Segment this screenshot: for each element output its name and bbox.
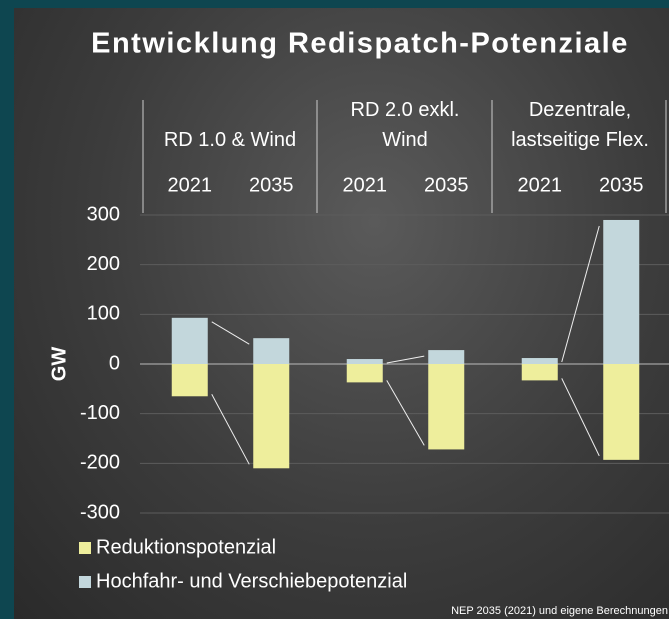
x-tick-label: 2021 [168, 174, 213, 196]
connector [386, 380, 425, 446]
x-tick-label: 2021 [343, 174, 388, 196]
connector [386, 355, 425, 364]
bar [603, 364, 640, 460]
chart-title: Entwicklung Redispatch-Potenziale [91, 28, 629, 60]
connector [211, 394, 250, 465]
y-tick-label: -200 [80, 452, 120, 474]
bar [171, 364, 208, 397]
group-label: Dezentrale, lastseitige Flex. [511, 99, 649, 151]
x-tick-label: 2035 [424, 174, 469, 196]
bar [521, 358, 558, 364]
bar [346, 364, 383, 383]
legend-label: Hochfahr- und Verschiebepotenzial [96, 570, 407, 592]
y-tick-label: 100 [87, 303, 120, 325]
y-tick-label: 0 [109, 352, 120, 374]
connector [561, 225, 600, 363]
y-tick-label: 300 [87, 203, 120, 225]
bar [253, 364, 290, 469]
y-tick-label: 200 [87, 253, 120, 275]
x-tick-label: 2035 [599, 174, 644, 196]
bar [253, 338, 290, 364]
y-tick-label: -100 [80, 402, 120, 424]
x-tick-label: 2021 [518, 174, 563, 196]
panel [14, 8, 669, 619]
group-label: RD 1.0 & Wind [163, 129, 297, 151]
legend-label: Reduktionspotenzial [96, 536, 276, 558]
bar [428, 350, 465, 364]
x-tick-label: 2035 [249, 174, 294, 196]
bar [346, 359, 383, 364]
bar [603, 219, 640, 364]
connector [211, 321, 250, 345]
group-label: RD 2.0 exkl. Wind [350, 99, 460, 151]
y-tick-label: -300 [80, 501, 120, 523]
legend-swatch [79, 542, 91, 554]
bar [428, 364, 465, 450]
source: NEP 2035 (2021) und eigene Berechnungen [451, 605, 668, 617]
connector [561, 378, 600, 457]
bar [521, 364, 558, 381]
y-axis-label: GW [48, 347, 70, 382]
bar [171, 317, 208, 364]
legend-swatch [79, 576, 91, 588]
